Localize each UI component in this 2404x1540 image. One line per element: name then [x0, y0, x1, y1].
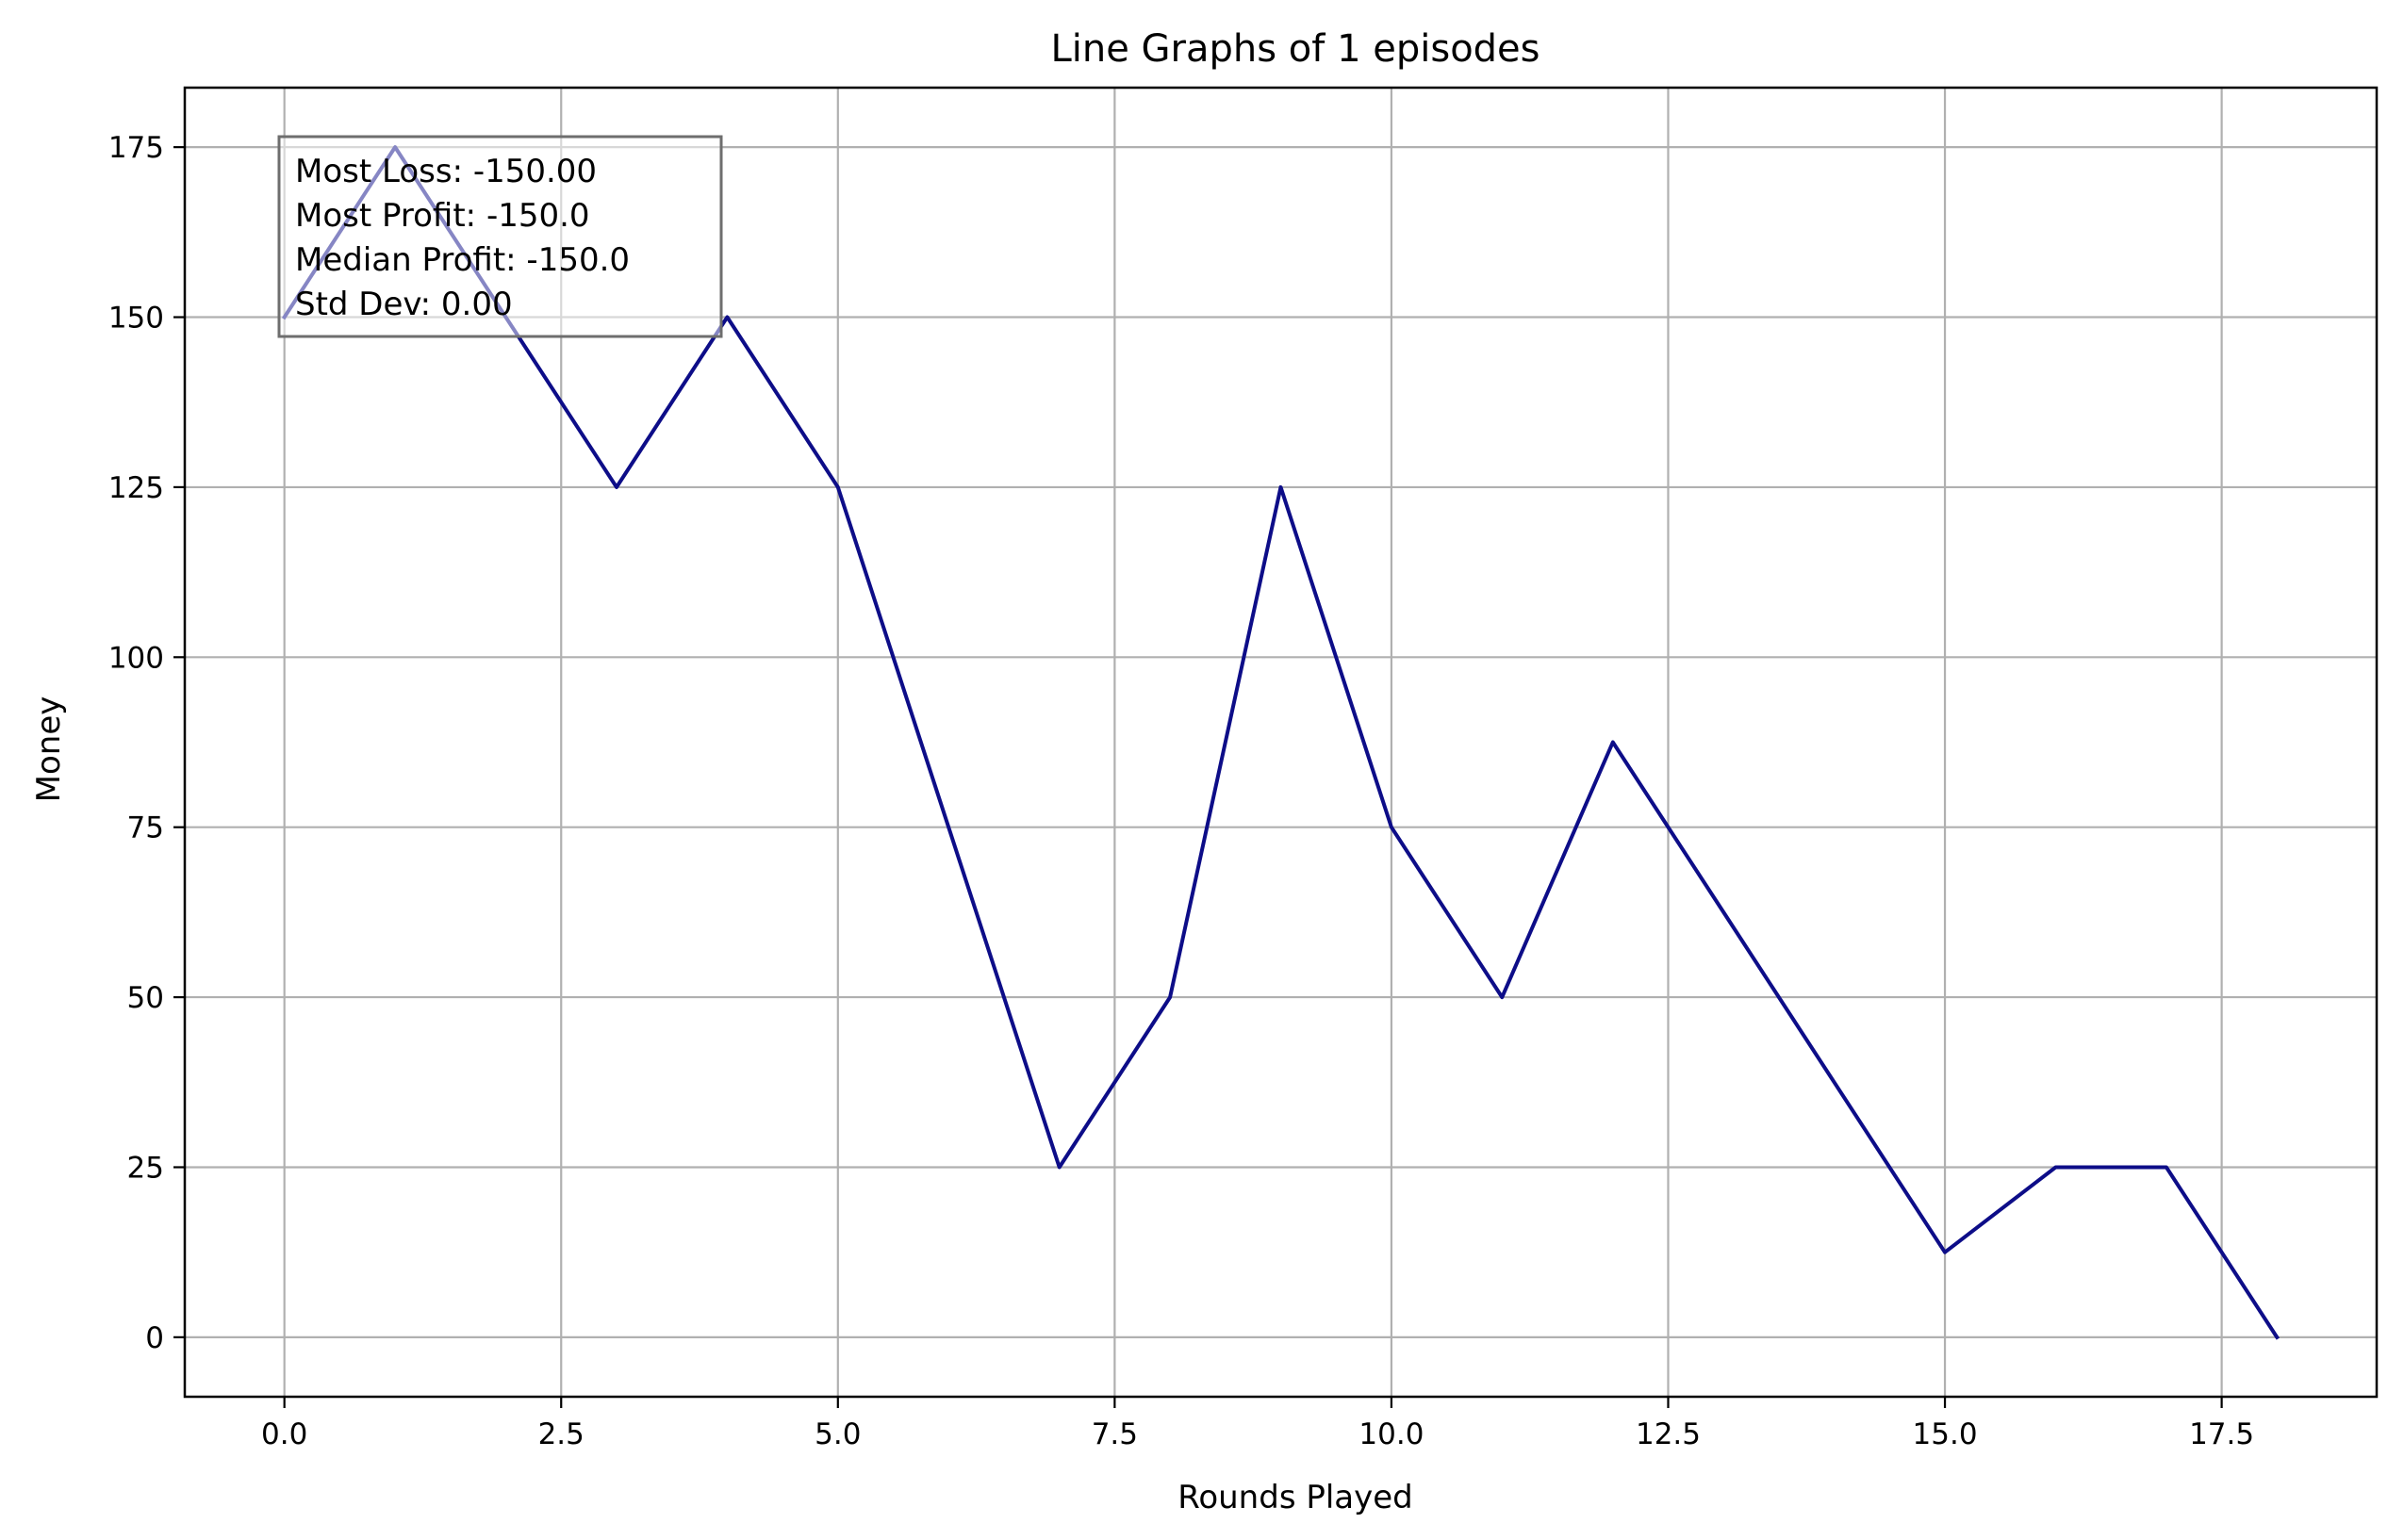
y-axis-label: Money [30, 696, 68, 803]
data-point [2277, 1336, 2278, 1337]
data-point [1723, 911, 1724, 912]
annotation-box [277, 135, 723, 338]
x-tick-label: 2.5 [538, 1417, 585, 1451]
plot-frame [183, 86, 2379, 1399]
x-tick-label: 17.5 [2189, 1417, 2254, 1451]
x-tick-label: 5.0 [815, 1417, 861, 1451]
data-point [1170, 997, 1171, 998]
data-point [1502, 997, 1503, 998]
data-point [1612, 742, 1613, 743]
data-point [837, 486, 838, 487]
series-layer [281, 145, 2281, 1340]
data-point [1059, 1167, 1060, 1168]
y-tick-label: 175 [108, 131, 164, 165]
y-tick-label: 25 [127, 1151, 164, 1185]
data-point [2165, 1167, 2166, 1168]
series-line [281, 145, 2281, 1340]
data-point [2055, 1167, 2056, 1168]
annotation-line: Std Dev: 0.00 [295, 286, 513, 323]
x-tick-label: 15.0 [1913, 1417, 1978, 1451]
data-point [1834, 1082, 1835, 1083]
y-tick-label: 0 [145, 1321, 164, 1355]
x-tick-label: 10.0 [1358, 1417, 1424, 1451]
x-tick-label: 7.5 [1092, 1417, 1138, 1451]
chart-title: Line Graphs of 1 episodes [1050, 27, 1540, 71]
data-point [616, 486, 617, 487]
y-tick-label: 100 [108, 641, 164, 675]
stats-annotation-box: Most Loss: -150.00 Most Profit: -150.0 Med… [277, 135, 723, 338]
y-tick-label: 150 [108, 302, 164, 336]
x-tick-label: 12.5 [1636, 1417, 1701, 1451]
data-point [1280, 486, 1281, 487]
annotation-line: Median Profit: -150.0 [295, 241, 630, 279]
y-tick-label: 75 [127, 811, 164, 845]
annotation-line: Most Profit: -150.0 [295, 197, 590, 235]
x-axis-label: Rounds Played [1177, 1479, 1413, 1516]
x-axis-ticks: 0.0 2.5 5.0 7.5 10.0 12.5 15.0 17.5 [261, 1397, 2254, 1451]
y-axis-ticks: 0 25 50 75 100 125 150 175 [108, 131, 185, 1355]
y-tick-label: 50 [127, 981, 164, 1015]
data-point [727, 317, 728, 318]
x-tick-label: 0.0 [261, 1417, 307, 1451]
annotation-line: Most Loss: -150.00 [295, 153, 597, 190]
data-point [1945, 1252, 1946, 1253]
y-tick-label: 125 [108, 471, 164, 505]
